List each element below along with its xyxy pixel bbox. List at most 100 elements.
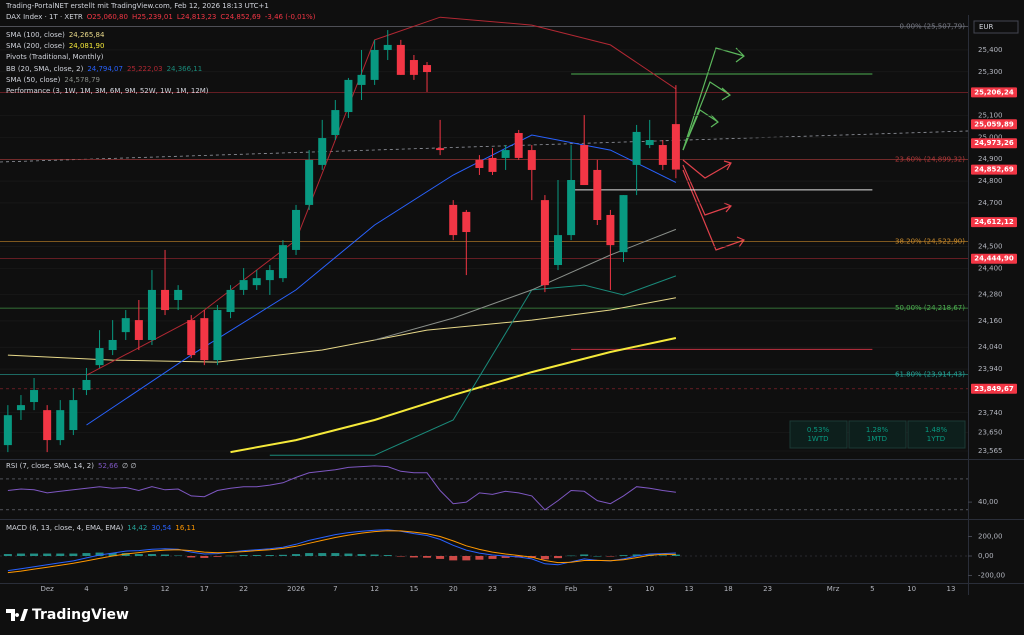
histogram-bar <box>69 553 78 556</box>
x-tick-label: 20 <box>449 585 458 593</box>
candle-body <box>82 379 91 391</box>
legend-indicator: Performance (3, 1W, 1M, 3M, 6M, 9M, 52W,… <box>6 87 209 95</box>
histogram-bar <box>252 555 261 556</box>
legend-value: 24,366,11 <box>167 65 203 73</box>
arrow-down <box>682 164 732 216</box>
x-tick-label: 7 <box>333 585 337 593</box>
candle-body <box>56 410 65 441</box>
candle-body <box>658 145 667 165</box>
rsi-line <box>7 465 676 511</box>
x-tick-label: 10 <box>907 585 916 593</box>
y-tick-label: 0,00 <box>978 552 994 560</box>
x-tick-label: 23 <box>763 585 772 593</box>
histogram-bar <box>475 555 484 560</box>
legend-line: SMA (200, close) 24,081,90 <box>6 42 104 50</box>
candle-body <box>16 405 25 411</box>
candle-body <box>370 49 379 80</box>
histogram-bar <box>619 555 628 556</box>
indicator-line <box>7 297 676 363</box>
candle-body <box>147 289 156 340</box>
brand: TradingView <box>6 607 129 623</box>
x-tick-label: 17 <box>200 585 209 593</box>
x-tick-label: 5 <box>608 585 612 593</box>
candle-body <box>409 60 418 75</box>
indicator-line <box>86 16 677 376</box>
histogram-bar <box>265 555 274 556</box>
legend-line: BB (20, SMA, close, 2) 24,794,07 25,222,03… <box>6 65 202 73</box>
performance-value: 1.28% <box>866 426 889 434</box>
y-tick-label: 25,100 <box>978 112 1003 120</box>
histogram-bar <box>593 555 602 557</box>
candle-body <box>43 410 52 441</box>
indicator-line <box>230 337 677 454</box>
histogram-bar <box>226 555 235 557</box>
legend-indicator: MACD (6, 13, close, 4, EMA, EMA) <box>6 524 124 532</box>
legend-value: 52,66 <box>98 462 119 470</box>
x-tick-label: 23 <box>488 585 497 593</box>
x-tick-label: 22 <box>239 585 248 593</box>
histogram-bar <box>331 553 340 556</box>
fib-label: 50,00% (24,218,67) <box>895 304 965 312</box>
x-tick-label: Mrz <box>827 585 840 593</box>
brand-logo <box>6 609 28 621</box>
histogram-bar <box>488 555 497 559</box>
y-tick-label: 24,500 <box>978 243 1003 251</box>
fib-label: 23.60% (24,899,32) <box>895 155 965 163</box>
legend-value: 25,222,03 <box>127 65 163 73</box>
indicator-line <box>86 134 677 426</box>
legend-indicator: SMA (100, close) <box>6 31 65 39</box>
candle-body <box>187 320 196 356</box>
x-tick-label: 13 <box>947 585 956 593</box>
legend-value: 24,265,84 <box>69 31 105 39</box>
legend-ohlc: O25,060,80 <box>87 13 128 21</box>
legend-indicator: BB (20, SMA, close, 2) <box>6 65 84 73</box>
price-label-box <box>971 87 1017 98</box>
histogram-bar <box>134 554 143 556</box>
x-tick-label: 18 <box>724 585 733 593</box>
histogram-bar <box>658 555 667 556</box>
legend-ohlc: -3,46 (-0,01%) <box>265 13 316 21</box>
x-tick-label: 9 <box>124 585 128 593</box>
y-tick-label: 25,400 <box>978 46 1003 54</box>
candle-body <box>318 138 327 165</box>
legend-ohlc: L24,813,23 <box>177 13 217 21</box>
fib-label: 61.80% (23,914,43) <box>895 371 965 379</box>
candle-body <box>449 204 458 236</box>
y-tick-label: 24,900 <box>978 155 1003 163</box>
x-tick-label: 15 <box>409 585 418 593</box>
candle-body <box>108 339 117 351</box>
candle-body <box>30 390 39 403</box>
legend-indicator: Pivots (Traditional, Monthly) <box>6 53 104 61</box>
histogram-bar <box>200 555 209 558</box>
histogram-bar <box>344 553 353 556</box>
legend-line: RSI (7, close, SMA, 14, 2) 52,66 ∅ ∅ <box>6 462 136 470</box>
histogram-bar <box>187 555 196 558</box>
histogram-bar <box>121 553 130 556</box>
y-tick-label: 40,00 <box>978 498 998 506</box>
fib-label: 0.00% (25,507,79) <box>899 22 965 30</box>
histogram-bar <box>554 555 563 559</box>
legend-value: ∅ ∅ <box>122 462 136 470</box>
y-tick-label: 200,00 <box>978 533 1003 541</box>
performance-value: 0.53% <box>807 426 830 434</box>
candle-body <box>213 310 222 361</box>
x-tick-label: Feb <box>565 585 578 593</box>
histogram-bar <box>16 553 25 556</box>
histogram-bar <box>305 553 314 556</box>
y-tick-label: 24,800 <box>978 177 1003 185</box>
candle-body <box>396 44 405 75</box>
arrow-down <box>682 169 745 251</box>
price-label: 24,444,90 <box>974 255 1014 263</box>
price-label: 24,612,12 <box>974 218 1014 226</box>
histogram-bar <box>278 554 287 556</box>
candle-body <box>344 79 353 113</box>
fib-label: 38.20% (24,522,90) <box>895 238 965 246</box>
legend-line: Performance (3, 1W, 1M, 3M, 6M, 9M, 52W,… <box>6 87 209 95</box>
candle-body <box>383 44 392 50</box>
candle-body <box>619 195 628 253</box>
price-label: 25,059,89 <box>974 120 1014 128</box>
legend-ohlc: H25,239,01 <box>132 13 173 21</box>
y-tick-label: 23,940 <box>978 365 1003 373</box>
y-tick-label: 25,000 <box>978 133 1003 141</box>
